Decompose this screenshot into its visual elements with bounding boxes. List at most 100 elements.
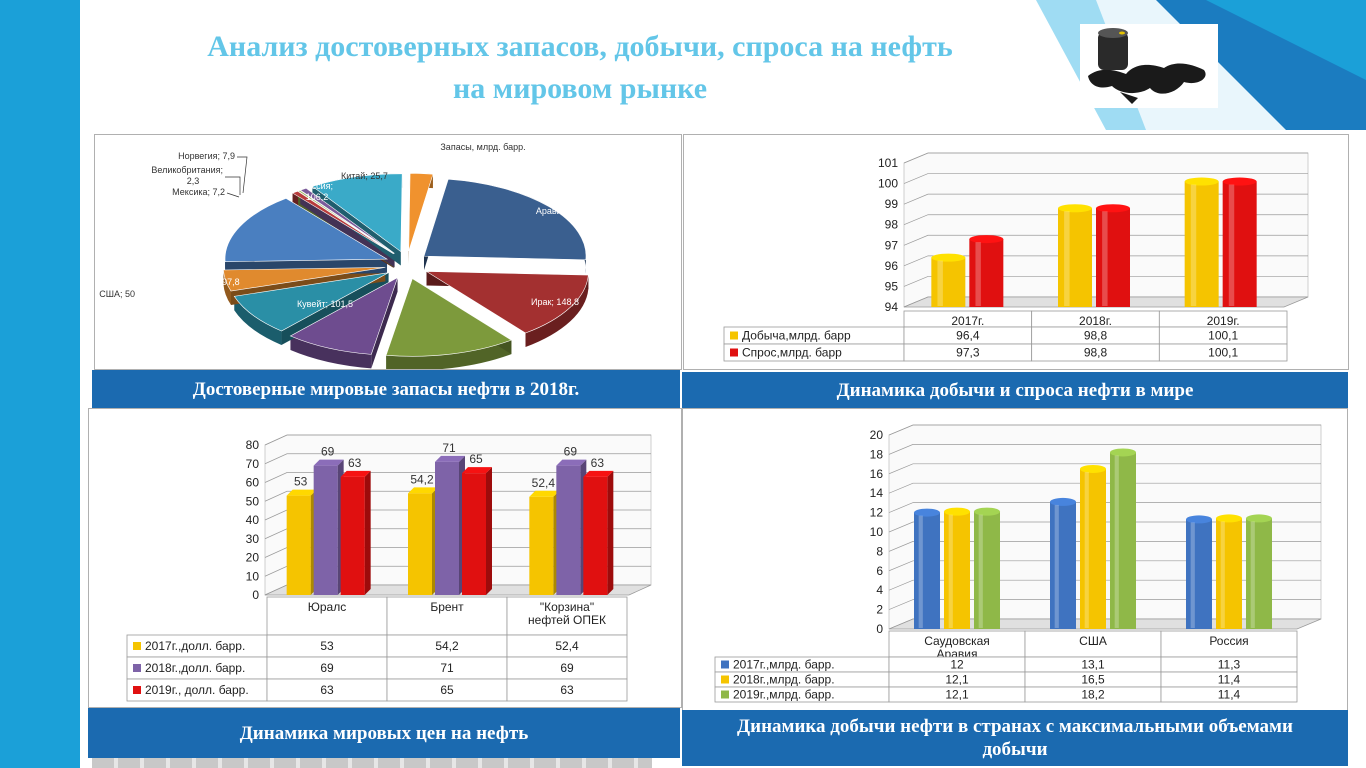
prod-ytick: 10: [870, 525, 884, 539]
prod-bar-россия-1: [1216, 518, 1242, 629]
pie-value-россия: 106,2: [306, 192, 329, 202]
demand-gridline: [903, 234, 1308, 246]
prices-bar-top-юралс-1: [313, 459, 344, 466]
prices-bar-top-корзина-нефтей-опек-2: [583, 470, 614, 477]
prices-table-value-0-0: 53: [320, 639, 334, 653]
prices-table-header-cell: [266, 596, 388, 636]
demand-bar-2017г-0: [931, 257, 966, 307]
prices-table-value-1-2: 69: [560, 661, 574, 675]
pie-label-китай: Китай; 25,7: [341, 171, 388, 181]
prices-legend-label-0: 2017г.,долл. барр.: [145, 639, 245, 653]
prod-bar-россия-0: [1186, 519, 1212, 629]
prod-ytick: 2: [876, 603, 883, 617]
pie-slice-канада: [224, 198, 389, 263]
production-chart-panel: 0 2 4 6 8 10 12 14 16 18 20 Саудовская Аравия США Росс…: [682, 408, 1348, 712]
prod-table-value-0-2: 11,3: [1218, 658, 1241, 672]
prices-data-label-корзина-нефтей-опек-2: 63: [591, 456, 605, 470]
prices-bar-top-брент-0: [408, 487, 438, 494]
prod-table-value-0-0: 12: [950, 658, 964, 672]
prod-gridline: [888, 560, 1321, 572]
prices-table-header-cell: [506, 596, 628, 636]
prod-bar-саудовская-аравия-1: [944, 511, 970, 629]
prices-ytick: 60: [246, 476, 260, 490]
pie-slice-мексика: [291, 190, 394, 255]
prod-bar-сша-2: [1110, 452, 1136, 629]
pie-slice-норвегия: [299, 187, 395, 254]
demand-bar-shine-2017г-0: [937, 260, 943, 306]
prod-gridline: [888, 482, 1321, 494]
prices-bar-брент-2: [462, 473, 486, 595]
prod-bar-сша-1: [1080, 468, 1106, 629]
demand-bar-2019г-1: [1222, 181, 1257, 307]
pie-slice-саудовская-аравия: [423, 178, 587, 261]
prices-legend-swatch-2: [133, 686, 141, 694]
prod-table-value-1-1: 16,5: [1081, 673, 1105, 687]
demand-legend-swatch-0: [730, 331, 738, 340]
prod-gridline: [888, 463, 1321, 475]
prices-bar-корзина-нефтей-опек-1: [556, 465, 581, 595]
prod-bar-shine-россия-1: [1220, 521, 1225, 628]
prices-ytick: 80: [246, 438, 260, 452]
prod-ytick: 14: [870, 486, 884, 500]
prices-bar-брент-0: [408, 493, 432, 595]
pie-label-норвегия: Норвегия; 7,9: [178, 151, 235, 161]
prices-bar-top-юралс-2: [340, 470, 371, 477]
pie-slice-оае: [233, 272, 389, 332]
demand-ytick: 97: [885, 238, 899, 252]
demand-chart-panel: 94 95 96 97 98 99 100 101 2017г. 2018г. 2019г. Добы…: [683, 134, 1349, 370]
prices-data-label-юралс-2: 63: [348, 456, 362, 470]
prod-bar-shine-сша-1: [1084, 471, 1089, 628]
prod-bar-сша-0: [1050, 501, 1076, 629]
pie-label-сша: США; 50: [99, 289, 135, 299]
prod-gridline: [888, 599, 1321, 610]
prod-bar-top-саудовская-аравия-0: [914, 508, 940, 517]
demand-legend-swatch-1: [730, 348, 738, 357]
demand-bar-top-2018г-1: [1096, 204, 1130, 213]
prod-table-header-cell: [1024, 630, 1162, 658]
prod-bar-top-саудовская-аравия-1: [944, 507, 970, 516]
prod-table-value-2-2: 11,4: [1218, 688, 1241, 702]
prod-gridline: [888, 579, 1321, 591]
demand-ytick: 100: [878, 177, 898, 191]
prices-gridline: [264, 490, 651, 502]
prices-chart-panel: 0 10 20 30 40 50 60 70 80 53 69 63 54,2 71 65 52,4 69 63 Ю…: [88, 408, 682, 708]
prices-legend-swatch-0: [133, 642, 141, 650]
prices-bar-top-корзина-нефтей-опек-0: [529, 490, 560, 497]
pie-slice-side-ирак: [386, 340, 512, 371]
caption-production: Динамика добычи нефти в странах с максим…: [682, 710, 1348, 766]
demand-ytick: 99: [885, 197, 899, 211]
prices-table-cell: [506, 678, 628, 702]
demand-category-label: 2019г.: [1207, 314, 1240, 328]
pie-label-саудовская-аравия: Саудовская: [540, 195, 589, 205]
prod-bar-top-саудовская-аравия-2: [974, 507, 1000, 516]
demand-gridline: [903, 173, 1308, 184]
prod-bar-саудовская-аравия-0: [914, 512, 940, 629]
pie-label-кувейт: Кувейт; 101,5: [297, 299, 353, 309]
pie-slice-россия: [311, 173, 403, 253]
prod-legend-label-2: 2019г.,млрд. барр.: [733, 688, 835, 702]
prod-gridline: [888, 424, 1321, 436]
prod-table-value-0-1: 13,1: [1081, 658, 1105, 672]
demand-legend-label-0: Добыча,млрд. барр: [742, 329, 851, 343]
demand-gridline: [903, 152, 1308, 164]
pie-slice-edge-кувейт: [371, 277, 398, 369]
prod-bar-shine-саудовская-аравия-1: [948, 514, 953, 628]
prices-bar-chart: 0 10 20 30 40 50 60 70 80 53 69 63 54,2 71 65 52,4 69 63 Ю…: [126, 434, 652, 702]
prod-legend-label-1: 2018г.,млрд. барр.: [733, 673, 835, 687]
prices-table-value-2-1: 65: [440, 683, 454, 697]
prod-gridline: [888, 502, 1321, 513]
prices-bar-юралс-2: [340, 476, 365, 595]
prices-gridline: [264, 453, 651, 465]
prices-bar-корзина-нефтей-опек-2: [583, 476, 608, 595]
prices-bar-top-корзина-нефтей-опек-1: [556, 459, 587, 466]
prices-bar-side-юралс-2: [364, 470, 371, 595]
prod-gridline: [888, 444, 1321, 455]
caption-prices: Динамика мировых цен на нефть: [88, 708, 680, 758]
prices-data-label-юралс-1: 69: [321, 445, 335, 459]
prod-bar-top-сша-2: [1110, 448, 1136, 457]
demand-bar-shine-2019г-1: [1228, 184, 1235, 306]
demand-table-value-0-1: 98,8: [1084, 329, 1108, 343]
prod-ytick: 12: [870, 506, 884, 520]
pie-slice-side-иран: [525, 275, 589, 348]
prices-data-label-брент-0: 54,2: [410, 472, 434, 486]
